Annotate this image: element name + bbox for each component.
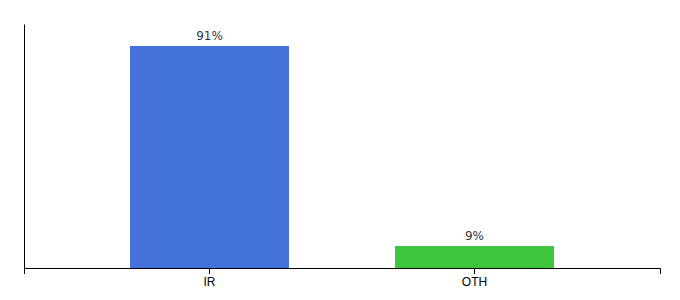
x-tick-label: IR xyxy=(204,275,216,289)
data-label: 91% xyxy=(196,29,223,43)
x-tick: IR xyxy=(204,268,216,289)
bar xyxy=(130,46,289,268)
y-axis-line xyxy=(24,25,25,269)
x-tick-mark xyxy=(474,268,475,274)
x-tick-mark xyxy=(209,268,210,274)
bar xyxy=(395,246,554,268)
x-axis: IR OTH xyxy=(25,268,661,289)
y-axis xyxy=(24,25,25,269)
x-tick-label: OTH xyxy=(462,275,487,289)
x-axis-line xyxy=(25,269,661,275)
plot: IR OTH 91% 9% xyxy=(25,25,661,289)
chart: IR OTH 91% 9% xyxy=(0,0,680,300)
data-labels: 91% 9% xyxy=(196,29,484,243)
data-label: 9% xyxy=(465,229,484,243)
x-tick: OTH xyxy=(462,268,487,289)
bars xyxy=(130,46,554,268)
